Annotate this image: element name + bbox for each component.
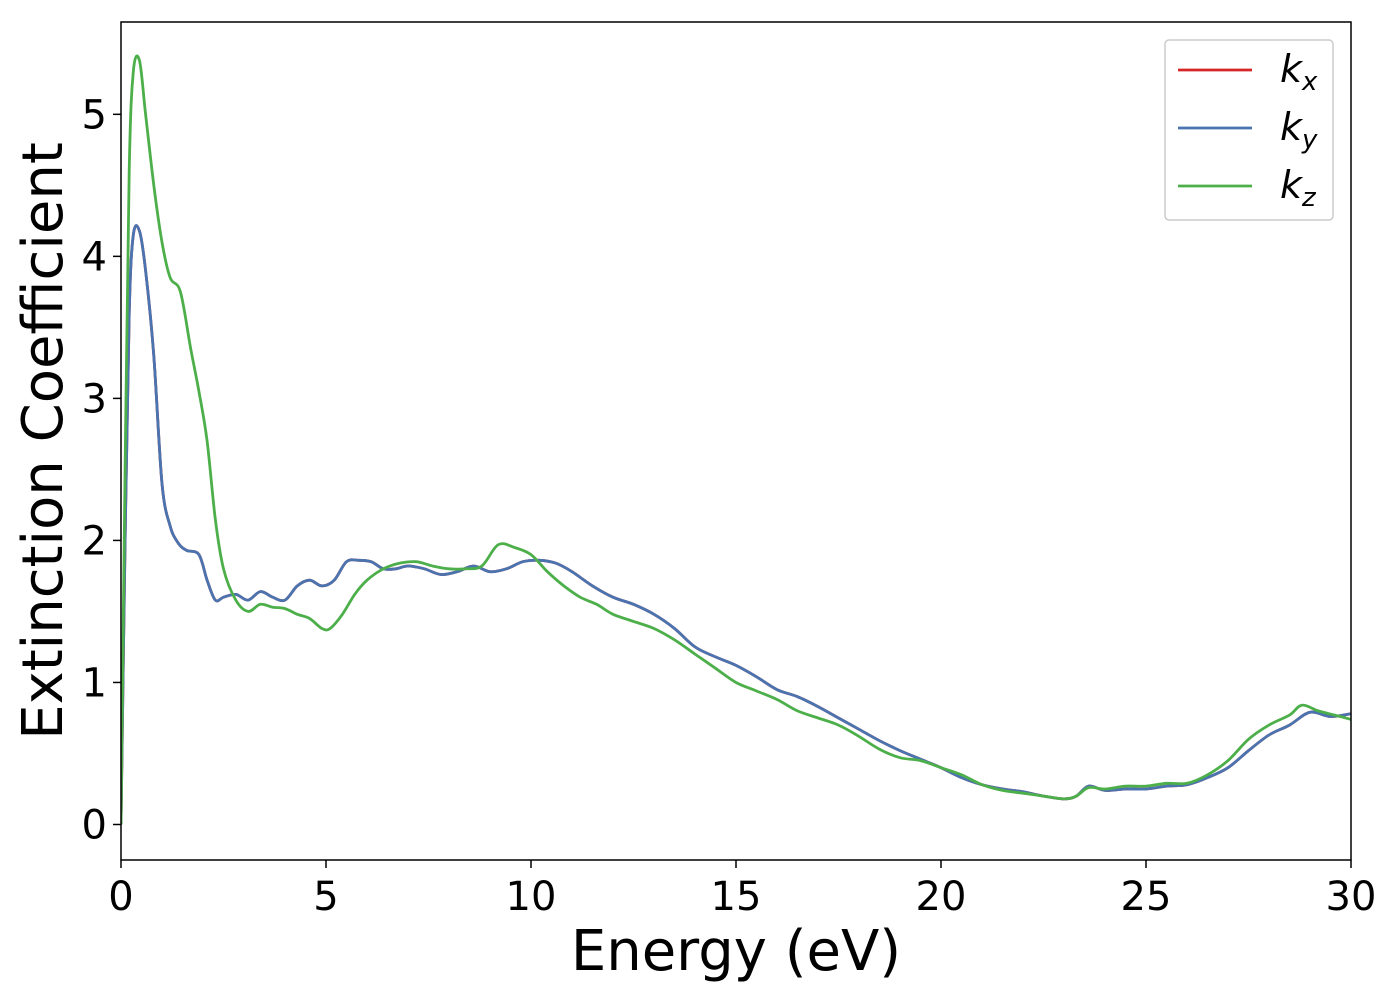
x-tick-label: 20 bbox=[916, 874, 967, 920]
y-tick-label: 3 bbox=[82, 376, 107, 422]
x-axis-title: Energy (eV) bbox=[571, 919, 901, 984]
series-line-z bbox=[121, 54, 1351, 825]
legend-label-y: ky bbox=[1280, 105, 1318, 155]
series-line-x bbox=[121, 224, 1351, 825]
x-tick-label: 15 bbox=[711, 874, 762, 920]
x-tick-label: 30 bbox=[1326, 874, 1377, 920]
x-tick-label: 10 bbox=[506, 874, 557, 920]
y-tick-label: 1 bbox=[82, 660, 107, 706]
y-axis-title: Extinction Coefficient bbox=[11, 142, 76, 740]
x-axis-ticks: 0 5 10 15 20 25 30 bbox=[108, 860, 1376, 920]
y-tick-label: 2 bbox=[82, 518, 107, 564]
series-layer bbox=[121, 54, 1351, 825]
legend-label-z: kz bbox=[1280, 163, 1317, 213]
y-tick-label: 4 bbox=[82, 234, 107, 280]
legend: kx ky kz bbox=[1164, 39, 1334, 221]
legend-box bbox=[1164, 39, 1334, 221]
y-tick-label: 5 bbox=[82, 92, 107, 138]
y-tick-label: 0 bbox=[82, 802, 107, 848]
x-tick-label: 5 bbox=[313, 874, 338, 920]
x-tick-label: 25 bbox=[1121, 874, 1172, 920]
legend-label-x: kx bbox=[1280, 47, 1318, 97]
y-axis-ticks: 0 1 2 3 4 5 bbox=[82, 92, 121, 848]
series-line-y bbox=[121, 224, 1351, 825]
x-tick-label: 0 bbox=[108, 874, 133, 920]
